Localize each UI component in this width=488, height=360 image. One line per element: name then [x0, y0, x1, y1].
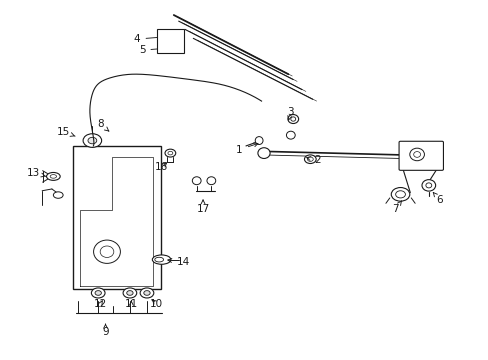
Ellipse shape [53, 192, 63, 198]
Ellipse shape [206, 177, 215, 185]
Ellipse shape [91, 288, 105, 298]
Ellipse shape [152, 255, 170, 264]
Ellipse shape [287, 114, 298, 123]
Text: 3: 3 [287, 107, 294, 120]
Text: 12: 12 [94, 299, 107, 309]
Text: 11: 11 [124, 299, 138, 309]
Ellipse shape [257, 148, 269, 158]
Ellipse shape [409, 148, 424, 161]
Ellipse shape [100, 246, 114, 257]
Ellipse shape [390, 188, 409, 201]
Ellipse shape [286, 131, 295, 139]
Ellipse shape [290, 117, 295, 121]
Ellipse shape [425, 183, 431, 188]
Ellipse shape [155, 257, 163, 262]
Ellipse shape [421, 180, 435, 191]
Text: 10: 10 [150, 299, 163, 309]
Text: 17: 17 [196, 200, 209, 214]
Ellipse shape [123, 288, 137, 298]
FancyBboxPatch shape [398, 141, 443, 170]
Ellipse shape [88, 137, 97, 144]
Ellipse shape [164, 149, 175, 157]
Ellipse shape [192, 177, 201, 185]
Ellipse shape [167, 151, 172, 155]
Bar [157, 30, 183, 53]
Ellipse shape [304, 155, 316, 163]
Ellipse shape [83, 134, 102, 147]
Ellipse shape [395, 191, 405, 198]
Ellipse shape [307, 157, 313, 161]
Text: 8: 8 [97, 120, 109, 131]
Text: 13: 13 [27, 168, 46, 178]
Text: 16: 16 [155, 162, 168, 172]
Text: 15: 15 [57, 127, 75, 136]
Text: 5: 5 [139, 45, 165, 55]
Ellipse shape [126, 291, 133, 295]
Ellipse shape [93, 240, 120, 264]
Ellipse shape [50, 175, 57, 178]
Text: 14: 14 [167, 257, 190, 267]
Ellipse shape [143, 291, 150, 295]
Ellipse shape [46, 172, 60, 180]
Text: 7: 7 [391, 201, 401, 214]
Text: 9: 9 [102, 324, 109, 337]
Text: 4: 4 [134, 34, 165, 44]
Bar [73, 146, 160, 289]
Ellipse shape [95, 291, 101, 295]
Ellipse shape [255, 136, 263, 144]
Text: 2: 2 [306, 155, 320, 165]
Ellipse shape [413, 152, 420, 157]
Text: 1: 1 [236, 143, 258, 154]
Text: 6: 6 [432, 193, 442, 205]
Ellipse shape [140, 288, 154, 298]
